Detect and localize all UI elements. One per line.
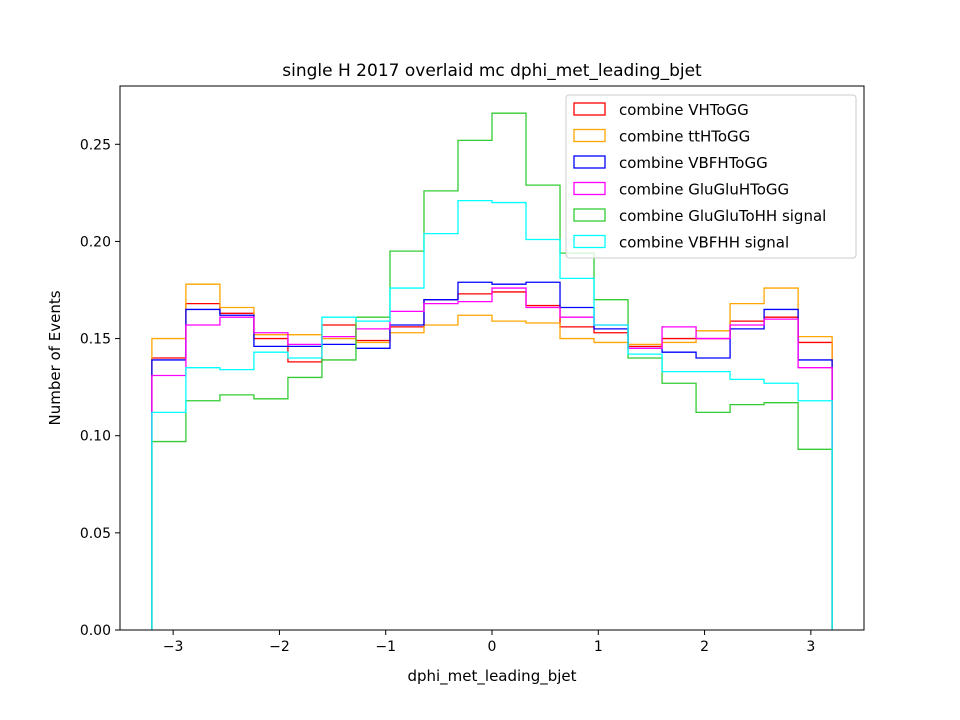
series-line-5 [151, 199, 833, 630]
x-tick-label: 2 [700, 639, 709, 655]
y-tick-label: 0.20 [80, 234, 111, 250]
chart-title: single H 2017 overlaid mc dphi_met_leadi… [282, 61, 702, 81]
x-tick-label: −3 [163, 639, 184, 655]
legend-frame [565, 94, 857, 259]
axes-layer: −3 −2 −1 0 1 2 3 0.00 0.05 0.10 0.15 0.20 0.25 [80, 137, 815, 655]
legend-swatch-0 [573, 102, 606, 116]
legend-swatch-4 [573, 208, 606, 222]
x-tick-label: 1 [594, 639, 603, 655]
legend-label-3: combine GluGluHToGG [619, 181, 789, 199]
series-line-3 [151, 287, 833, 630]
legend-label-1: combine ttHToGG [619, 128, 750, 146]
legend-swatch-5 [573, 234, 606, 249]
legend-swatch-2 [573, 155, 606, 169]
x-tick-label: 0 [488, 639, 497, 655]
legend: combine VHToGG combine ttHToGG combine VBF… [565, 94, 857, 259]
y-tick-label: 0.10 [80, 429, 111, 445]
x-tick-label: −2 [269, 639, 290, 655]
x-tick-label: 3 [806, 639, 815, 655]
x-tick-label: −1 [375, 639, 396, 655]
legend-swatch-1 [573, 128, 606, 143]
legend-label-5: combine VBFHH signal [619, 234, 789, 252]
series-layer [151, 112, 833, 630]
legend-label-0: combine VHToGG [619, 101, 749, 119]
y-axis-label: Number of Events [46, 290, 64, 425]
legend-items: combine VHToGG combine ttHToGG combine VBF… [573, 101, 826, 252]
y-tick-label: 0.00 [80, 623, 111, 639]
legend-label-2: combine VBFHToGG [619, 154, 768, 172]
y-tick-label: 0.15 [80, 332, 111, 348]
x-axis-label: dphi_met_leading_bjet [407, 667, 576, 686]
y-tick-label: 0.25 [80, 137, 111, 153]
series-line-4 [151, 112, 833, 630]
legend-swatch-3 [573, 181, 606, 196]
legend-label-4: combine GluGluToHH signal [619, 207, 826, 225]
y-tick-label: 0.05 [80, 526, 111, 542]
series-line-2 [151, 281, 833, 630]
